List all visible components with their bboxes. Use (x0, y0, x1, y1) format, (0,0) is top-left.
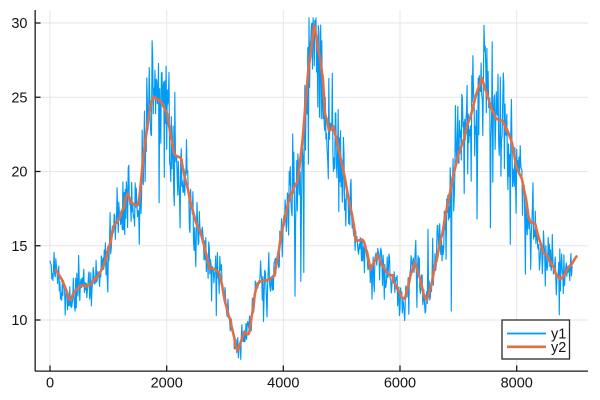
svg-text:4000: 4000 (267, 376, 299, 392)
svg-text:6000: 6000 (384, 376, 416, 392)
svg-text:8000: 8000 (501, 376, 533, 392)
svg-text:20: 20 (11, 165, 27, 181)
svg-text:0: 0 (46, 376, 54, 392)
svg-text:2000: 2000 (151, 376, 183, 392)
svg-text:15: 15 (11, 239, 27, 255)
svg-text:10: 10 (11, 313, 27, 329)
svg-text:25: 25 (11, 91, 27, 107)
svg-text:y2: y2 (551, 340, 566, 356)
svg-text:30: 30 (11, 16, 27, 32)
svg-text:y1: y1 (551, 327, 566, 343)
